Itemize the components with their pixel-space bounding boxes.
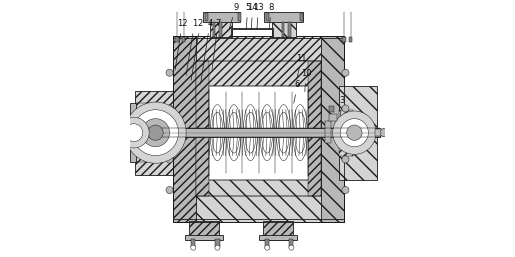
Bar bbox=[191, 239, 195, 247]
Circle shape bbox=[342, 105, 349, 112]
Bar bbox=[203, 12, 239, 22]
Bar bbox=[174, 36, 344, 117]
Bar bbox=[238, 13, 241, 21]
Bar bbox=[264, 12, 303, 22]
Polygon shape bbox=[231, 28, 273, 37]
Circle shape bbox=[118, 117, 149, 148]
Bar bbox=[196, 61, 321, 112]
Bar bbox=[349, 37, 352, 42]
Circle shape bbox=[289, 245, 294, 250]
Circle shape bbox=[342, 69, 349, 76]
Circle shape bbox=[132, 110, 179, 155]
Text: 12: 12 bbox=[175, 19, 187, 70]
Text: 10: 10 bbox=[301, 69, 311, 92]
Text: 7: 7 bbox=[212, 19, 220, 70]
Bar bbox=[289, 239, 294, 247]
Bar bbox=[259, 235, 297, 240]
Bar bbox=[375, 129, 384, 136]
Circle shape bbox=[265, 245, 270, 250]
Bar bbox=[321, 36, 344, 222]
Bar bbox=[271, 14, 296, 37]
Circle shape bbox=[380, 128, 388, 137]
Bar bbox=[150, 117, 154, 148]
Bar bbox=[308, 61, 321, 196]
Bar bbox=[265, 239, 269, 247]
Text: 11: 11 bbox=[296, 53, 306, 79]
Circle shape bbox=[166, 187, 173, 194]
Bar bbox=[325, 121, 332, 143]
Bar bbox=[215, 239, 219, 247]
Bar bbox=[342, 37, 346, 42]
Bar bbox=[300, 13, 303, 21]
Bar bbox=[219, 22, 222, 37]
Bar bbox=[209, 86, 308, 180]
Bar bbox=[136, 117, 140, 148]
Circle shape bbox=[166, 105, 173, 112]
Bar bbox=[135, 91, 174, 175]
Circle shape bbox=[215, 245, 220, 250]
Circle shape bbox=[342, 187, 349, 194]
Bar bbox=[174, 133, 344, 222]
Circle shape bbox=[342, 156, 349, 163]
Circle shape bbox=[142, 119, 169, 147]
Text: 2: 2 bbox=[191, 19, 203, 80]
Circle shape bbox=[191, 245, 196, 250]
Bar bbox=[135, 128, 380, 137]
Circle shape bbox=[166, 69, 173, 76]
Text: 3: 3 bbox=[339, 96, 345, 116]
Bar bbox=[188, 221, 219, 240]
Bar bbox=[196, 145, 321, 196]
Circle shape bbox=[148, 125, 163, 140]
Bar bbox=[141, 117, 145, 148]
Bar bbox=[130, 103, 136, 162]
Bar bbox=[196, 61, 209, 196]
Bar bbox=[213, 22, 215, 37]
Text: 8: 8 bbox=[269, 3, 274, 29]
Text: 6: 6 bbox=[294, 80, 300, 103]
Bar bbox=[329, 114, 336, 121]
Bar bbox=[176, 37, 179, 42]
Bar bbox=[185, 235, 223, 240]
Bar bbox=[288, 22, 290, 37]
Circle shape bbox=[125, 124, 143, 142]
Circle shape bbox=[340, 119, 368, 147]
Bar bbox=[266, 13, 269, 21]
Text: 1: 1 bbox=[186, 19, 197, 75]
Circle shape bbox=[125, 102, 186, 163]
Bar bbox=[174, 36, 196, 222]
Text: 9: 9 bbox=[229, 3, 238, 29]
Bar bbox=[182, 37, 185, 42]
Bar bbox=[263, 221, 293, 240]
Text: 5: 5 bbox=[245, 3, 250, 29]
Text: 14: 14 bbox=[247, 3, 258, 29]
Circle shape bbox=[347, 125, 362, 140]
Bar bbox=[339, 86, 377, 180]
Text: 13: 13 bbox=[253, 3, 264, 29]
Bar bbox=[205, 13, 208, 21]
Circle shape bbox=[166, 156, 173, 163]
Text: 4: 4 bbox=[200, 19, 213, 84]
Bar bbox=[282, 22, 284, 37]
Circle shape bbox=[333, 111, 376, 154]
Bar bbox=[210, 14, 232, 37]
Bar bbox=[146, 117, 149, 148]
Bar bbox=[329, 106, 334, 112]
Bar bbox=[136, 103, 156, 162]
Bar bbox=[339, 110, 353, 155]
